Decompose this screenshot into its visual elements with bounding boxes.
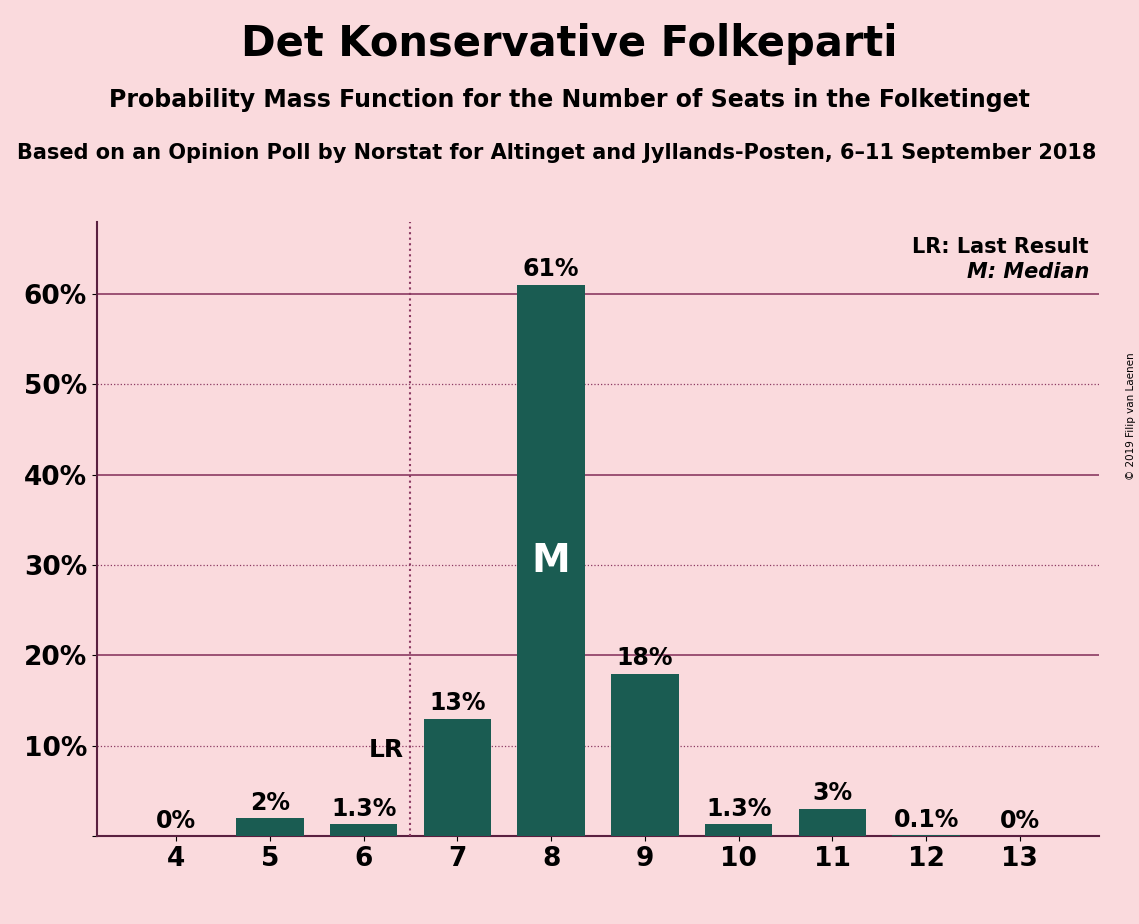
Text: Based on an Opinion Poll by Norstat for Altinget and Jyllands-Posten, 6–11 Septe: Based on an Opinion Poll by Norstat for … (17, 143, 1097, 164)
Bar (330, 824, 398, 836)
Text: 18%: 18% (616, 646, 673, 670)
Text: 0%: 0% (1000, 808, 1040, 833)
Text: LR: LR (369, 738, 404, 762)
Text: M: Median: M: Median (967, 261, 1089, 282)
Text: 0%: 0% (156, 808, 196, 833)
Text: 61%: 61% (523, 258, 580, 282)
Bar (705, 824, 772, 836)
Bar (798, 809, 866, 836)
Bar (517, 285, 584, 836)
Text: LR: Last Result: LR: Last Result (912, 237, 1089, 257)
Text: 1.3%: 1.3% (331, 796, 396, 821)
Bar (424, 719, 491, 836)
Bar (236, 818, 304, 836)
Text: 0.1%: 0.1% (893, 808, 959, 832)
Text: © 2019 Filip van Laenen: © 2019 Filip van Laenen (1125, 352, 1136, 480)
Text: M: M (532, 541, 571, 579)
Text: Det Konservative Folkeparti: Det Konservative Folkeparti (241, 23, 898, 65)
Text: 2%: 2% (249, 791, 289, 815)
Text: 13%: 13% (429, 691, 485, 715)
Bar (612, 674, 679, 836)
Text: 3%: 3% (812, 782, 852, 806)
Text: Probability Mass Function for the Number of Seats in the Folketinget: Probability Mass Function for the Number… (109, 88, 1030, 112)
Text: 1.3%: 1.3% (706, 796, 771, 821)
